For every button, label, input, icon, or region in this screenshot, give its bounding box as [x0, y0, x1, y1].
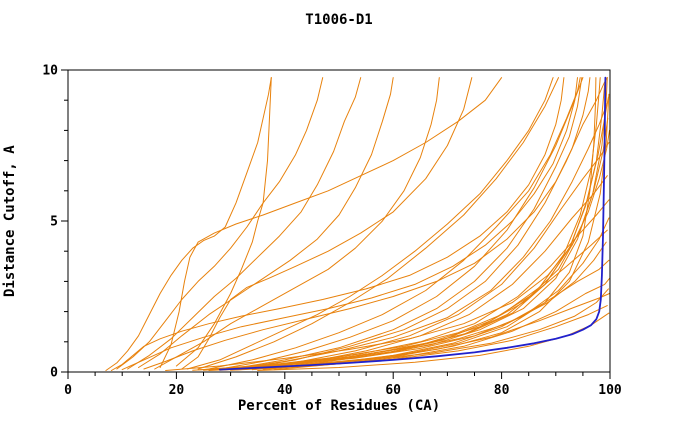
- x-tick-label: 0: [64, 383, 72, 398]
- series-model-01: [105, 77, 272, 371]
- series-model-09: [197, 77, 559, 370]
- series-model-15: [246, 142, 610, 370]
- series-model-11: [230, 77, 583, 370]
- x-tick-label: 100: [598, 383, 622, 398]
- x-axis-label: Percent of Residues (CA): [237, 398, 441, 414]
- series-model-35: [143, 77, 591, 370]
- series-model-28: [181, 77, 473, 370]
- y-tick-label: 0: [50, 366, 58, 381]
- x-tick-label: 80: [494, 383, 510, 398]
- y-tick-label: 5: [50, 215, 58, 230]
- series-model-02: [116, 77, 324, 370]
- series-model-25: [224, 77, 608, 371]
- series-model-37: [121, 77, 578, 371]
- series-model-16: [257, 175, 608, 370]
- series-model-12: [219, 77, 584, 370]
- chart-title: T1006-D1: [305, 12, 373, 28]
- series-model-08: [186, 77, 554, 370]
- series-model-26: [235, 93, 610, 371]
- series-model-04: [175, 77, 272, 367]
- series-model-32: [203, 217, 610, 371]
- x-tick-label: 40: [277, 383, 293, 398]
- series-model-13: [240, 77, 608, 370]
- series-model-36: [110, 77, 565, 371]
- series-model-07: [159, 77, 503, 368]
- series-model-21: [219, 293, 610, 371]
- series-model-24: [213, 77, 607, 371]
- series-model-33: [251, 77, 597, 371]
- series-highlighted-model: [218, 76, 607, 371]
- series-model-06: [154, 77, 440, 370]
- y-tick-label: 10: [42, 64, 58, 79]
- series-model-29: [208, 117, 609, 371]
- x-tick-label: 20: [169, 383, 185, 398]
- plot-frame: [67, 69, 611, 373]
- series-model-31: [192, 241, 607, 371]
- series-model-05: [138, 77, 394, 368]
- series-model-34: [165, 129, 610, 371]
- x-tick-label: 60: [385, 383, 401, 398]
- series-model-03: [127, 77, 362, 370]
